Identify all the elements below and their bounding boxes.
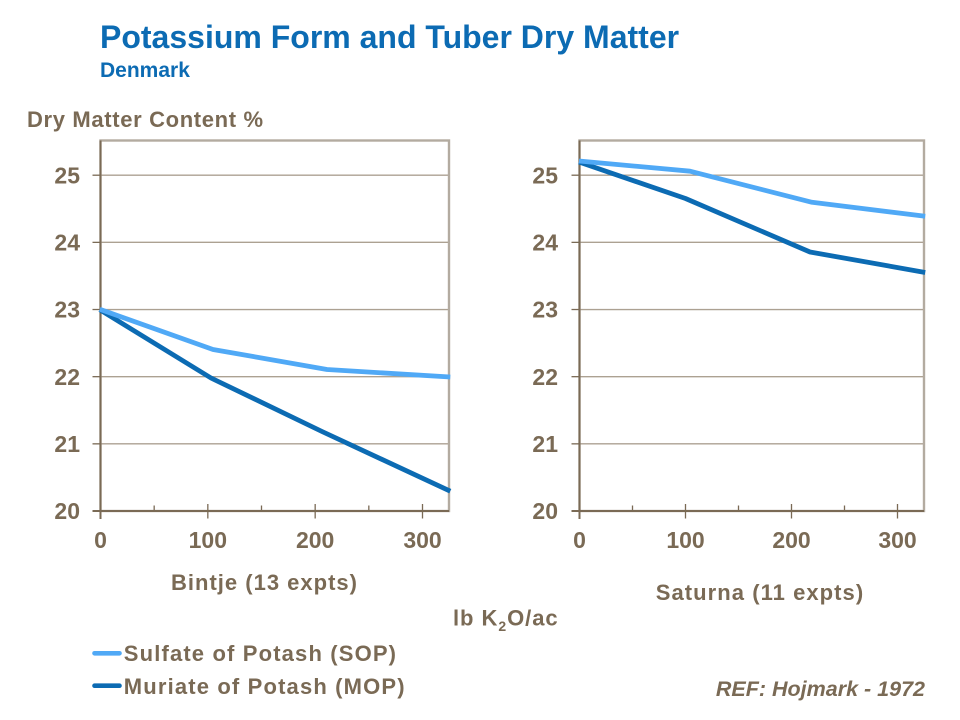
svg-text:Muriate of Potash (MOP): Muriate of Potash (MOP) [124, 674, 406, 699]
svg-text:100: 100 [666, 527, 704, 553]
svg-text:21: 21 [532, 431, 558, 457]
svg-text:300: 300 [403, 527, 441, 553]
svg-text:200: 200 [772, 527, 810, 553]
svg-text:Bintje (13 expts): Bintje (13 expts) [171, 570, 358, 595]
svg-text:300: 300 [878, 527, 916, 553]
svg-text:Potassium Form and Tuber Dry M: Potassium Form and Tuber Dry Matter [100, 19, 679, 55]
svg-text:0: 0 [573, 527, 586, 553]
svg-text:20: 20 [532, 498, 558, 524]
svg-text:24: 24 [532, 230, 558, 256]
svg-text:22: 22 [54, 364, 80, 390]
svg-text:23: 23 [532, 297, 558, 323]
svg-text:Sulfate of Potash (SOP): Sulfate of Potash (SOP) [124, 641, 397, 666]
svg-text:REF: Hojmark - 1972: REF: Hojmark - 1972 [716, 677, 925, 701]
svg-text:25: 25 [54, 162, 80, 188]
svg-text:20: 20 [54, 498, 80, 524]
svg-text:22: 22 [532, 364, 558, 390]
svg-text:Denmark: Denmark [100, 59, 190, 82]
svg-text:23: 23 [54, 297, 80, 323]
svg-text:Saturna (11 expts): Saturna (11 expts) [656, 580, 864, 605]
svg-text:100: 100 [189, 527, 227, 553]
svg-text:200: 200 [296, 527, 334, 553]
svg-text:21: 21 [54, 431, 80, 457]
svg-text:24: 24 [54, 230, 80, 256]
svg-text:Dry Matter Content %: Dry Matter Content % [27, 107, 264, 132]
svg-text:0: 0 [94, 527, 107, 553]
svg-text:25: 25 [532, 162, 558, 188]
